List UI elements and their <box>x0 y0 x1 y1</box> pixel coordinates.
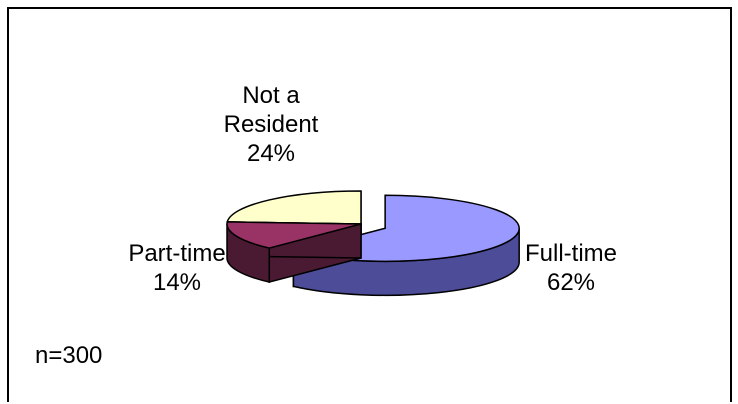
slice-top-not-a-resident <box>226 190 362 225</box>
label-not-a-resident-line2: Resident <box>223 111 319 138</box>
label-full-time-pct: 62% <box>546 269 596 296</box>
label-part-time-pct: 14% <box>152 269 202 296</box>
label-full-time: Full-time 62% <box>511 239 631 297</box>
label-not-a-resident-line1: Not a <box>242 82 300 109</box>
chart-frame: Not a Resident 24% Part-time 14% Full-ti… <box>7 7 732 402</box>
label-not-a-resident: Not a Resident 24% <box>223 81 319 168</box>
slice-part-time <box>226 221 362 284</box>
label-part-time-name: Part-time <box>128 240 226 267</box>
sample-size-note: n=300 <box>35 342 103 369</box>
label-part-time: Part-time 14% <box>112 239 242 297</box>
label-full-time-name: Full-time <box>524 240 617 267</box>
label-not-a-resident-pct: 24% <box>246 140 296 167</box>
pie-chart <box>226 190 520 297</box>
slice-top-part-time <box>226 221 362 249</box>
